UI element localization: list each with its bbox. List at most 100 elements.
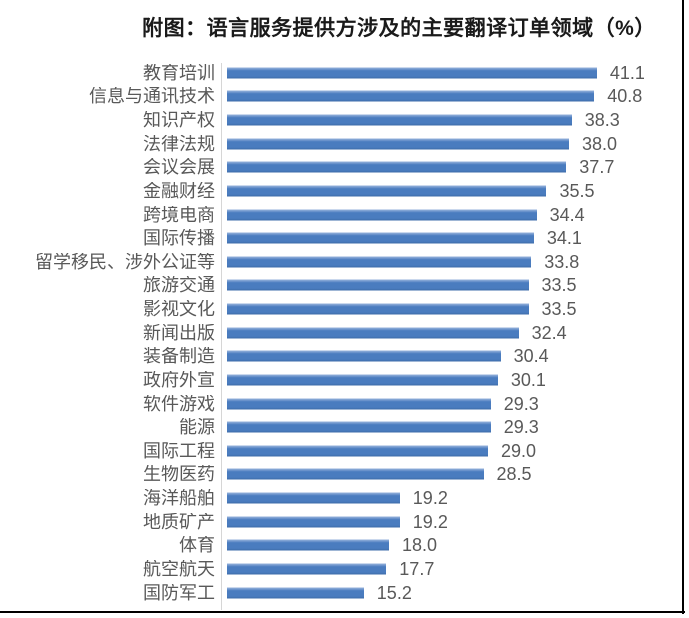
- bar-chart: 附图：语言服务提供方涉及的主要翻译订单领域（%） 教育培训 41.1 信息与通讯技术…: [0, 17, 680, 610]
- category-label: 教育培训: [143, 63, 215, 82]
- chart-row: 旅游交通 33.5: [0, 274, 680, 298]
- bar-track: 34.1: [227, 226, 632, 250]
- bar-rows: 教育培训 41.1 信息与通讯技术 40.8 知识产权 38.3 法律法规 38.0 会议会展 3…: [0, 61, 680, 604]
- bar: [227, 350, 501, 362]
- category-label: 国际工程: [143, 441, 215, 460]
- value-label: 15.2: [376, 582, 412, 603]
- value-label: 18.0: [402, 535, 438, 556]
- bar-track: 40.8: [227, 85, 642, 109]
- bar: [227, 398, 491, 410]
- chart-row: 软件游戏 29.3: [0, 392, 680, 416]
- value-label: 35.5: [559, 180, 595, 201]
- bar-track: 30.1: [227, 368, 632, 392]
- chart-row: 体育 18.0: [0, 534, 680, 558]
- chart-title: 附图：语言服务提供方涉及的主要翻译订单领域（%）: [142, 17, 656, 40]
- category-label: 生物医药: [143, 465, 215, 484]
- category-label: 软件游戏: [143, 394, 215, 413]
- chart-row: 海洋船舶 19.2: [0, 486, 680, 510]
- plot-area: 教育培训 41.1 信息与通讯技术 40.8 知识产权 38.3 法律法规 38.0 会议会展 3…: [0, 61, 680, 610]
- bar-track: 33.5: [227, 274, 632, 298]
- chart-row: 知识产权 38.3: [0, 108, 680, 132]
- bar: [227, 279, 529, 291]
- value-label: 19.2: [412, 511, 448, 532]
- chart-row: 信息与通讯技术 40.8: [0, 85, 680, 109]
- bar-track: 29.0: [227, 439, 632, 463]
- chart-row: 政府外宣 30.1: [0, 368, 680, 392]
- bar: [227, 468, 484, 480]
- value-label: 29.0: [500, 440, 537, 461]
- value-label: 37.7: [579, 157, 615, 178]
- value-label: 29.3: [503, 393, 539, 414]
- value-label: 19.2: [412, 488, 448, 509]
- chart-row: 航空航天 17.7: [0, 557, 680, 581]
- bar-track: 41.1: [227, 61, 645, 85]
- category-label: 体育: [179, 536, 215, 555]
- chart-row: 教育培训 41.1: [0, 61, 680, 85]
- bar: [227, 492, 400, 504]
- bar: [227, 539, 389, 551]
- bar-track: 35.5: [227, 179, 632, 203]
- bar: [227, 516, 400, 528]
- bar: [227, 327, 519, 339]
- value-label: 30.4: [513, 346, 549, 367]
- category-label: 影视文化: [143, 300, 215, 319]
- chart-row: 地质矿产 19.2: [0, 510, 680, 534]
- bar: [227, 421, 491, 433]
- category-label: 跨境电商: [143, 205, 215, 224]
- value-label: 33.5: [541, 275, 577, 296]
- bar-track: 29.3: [227, 392, 632, 416]
- bar: [227, 374, 498, 386]
- value-label: 30.1: [510, 369, 546, 390]
- category-label: 信息与通讯技术: [89, 87, 215, 106]
- value-label: 29.3: [503, 417, 539, 438]
- bar: [227, 67, 597, 79]
- category-label: 航空航天: [143, 559, 215, 578]
- category-label: 国防军工: [143, 583, 215, 602]
- bar: [227, 161, 567, 173]
- value-label: 34.4: [549, 204, 585, 225]
- bar: [227, 90, 595, 102]
- category-label: 旅游交通: [143, 276, 215, 295]
- bar: [227, 114, 572, 126]
- chart-row: 装备制造 30.4: [0, 345, 680, 369]
- category-label: 知识产权: [143, 111, 215, 130]
- category-label: 新闻出版: [143, 323, 215, 342]
- category-label: 法律法规: [143, 134, 215, 153]
- bar-track: 19.2: [227, 510, 632, 534]
- chart-row: 金融财经 35.5: [0, 179, 680, 203]
- category-label: 留学移民、涉外公证等: [35, 252, 215, 271]
- value-label: 34.1: [546, 228, 582, 249]
- bar: [227, 138, 569, 150]
- bar-track: 34.4: [227, 203, 632, 227]
- bar-track: 38.3: [227, 108, 632, 132]
- bar-track: 33.8: [227, 250, 632, 274]
- bar-track: 17.7: [227, 557, 632, 581]
- chart-row: 留学移民、涉外公证等 33.8: [0, 250, 680, 274]
- bar: [227, 587, 364, 599]
- category-label: 海洋船舶: [143, 489, 215, 508]
- bar: [227, 185, 547, 197]
- value-label: 38.0: [582, 133, 618, 154]
- bar: [227, 256, 532, 268]
- bar-track: 37.7: [227, 156, 632, 180]
- bar-track: 15.2: [227, 581, 632, 605]
- table-cell-border-right: [682, 0, 684, 614]
- category-label: 金融财经: [143, 181, 215, 200]
- category-label: 能源: [179, 418, 215, 437]
- bar: [227, 445, 488, 457]
- chart-row: 影视文化 33.5: [0, 297, 680, 321]
- table-cell-border-bottom: [0, 611, 685, 613]
- chart-row: 国际工程 29.0: [0, 439, 680, 463]
- value-label: 40.8: [607, 86, 643, 107]
- bar-track: 33.5: [227, 297, 632, 321]
- category-label: 装备制造: [143, 347, 215, 366]
- chart-row: 法律法规 38.0: [0, 132, 680, 156]
- value-label: 38.3: [584, 110, 620, 131]
- bar: [227, 209, 537, 221]
- bar: [227, 563, 387, 575]
- bar-track: 29.3: [227, 415, 632, 439]
- value-label: 17.7: [399, 558, 435, 579]
- chart-row: 国防军工 15.2: [0, 581, 680, 605]
- value-label: 32.4: [531, 322, 567, 343]
